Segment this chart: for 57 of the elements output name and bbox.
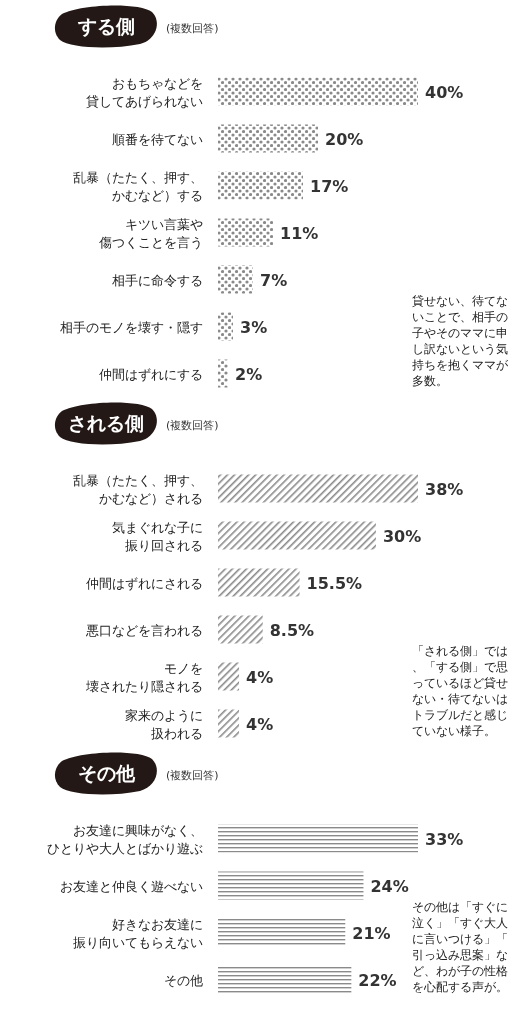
y-tick-label: キツい言葉や傷つくことを言う (98, 216, 203, 250)
y-tick-label: 乱暴（たたく、押す、かむなど）される (73, 472, 203, 506)
bar (218, 871, 364, 900)
data-label: 4% (246, 714, 274, 734)
y-tick-label: 気まぐれな子に振り回される (112, 519, 203, 553)
chart-title: される側 (68, 412, 144, 434)
bar (218, 171, 303, 200)
bar (218, 615, 263, 644)
data-label: 20% (325, 129, 364, 149)
data-label: 30% (382, 526, 422, 546)
bar (218, 521, 376, 550)
y-tick-label: お友達と仲良く遊べない (60, 878, 203, 894)
chart-subtitle: (複数回答) (166, 769, 219, 782)
bar (218, 265, 253, 294)
y-tick-label: モノを壊されたり隠される (85, 660, 203, 694)
y-tick-label: おもちゃなどを貸してあげられない (86, 75, 203, 109)
data-label: 24% (370, 876, 409, 896)
y-tick-label: 順番を待てない (112, 131, 203, 147)
data-label: 2% (235, 364, 263, 384)
bar (218, 312, 233, 341)
data-label: 21% (352, 923, 391, 943)
bar (218, 568, 300, 597)
bar (218, 124, 318, 153)
data-label: 17% (310, 176, 349, 196)
data-label: 4% (246, 667, 274, 687)
y-tick-label: 仲間はずれにされる (86, 575, 203, 591)
data-label: 38% (425, 479, 464, 499)
data-label: 11% (280, 223, 319, 243)
y-tick-label: 相手のモノを壊す・隠す (60, 319, 203, 335)
data-label: 33% (425, 829, 464, 849)
y-tick-label: 家来のように扱われる (125, 707, 203, 741)
bar (218, 77, 418, 106)
bar (218, 474, 418, 503)
bar (218, 709, 240, 738)
bar (218, 824, 418, 853)
y-tick-label: 仲間はずれにする (99, 366, 203, 382)
y-tick-label: その他 (164, 972, 203, 988)
data-label: 3% (240, 317, 268, 337)
annotation: 貸せない、待てないことで、相手の子やそのママに申し訳ないという気持ちを抱くママが多数。 (412, 294, 509, 388)
data-label: 8.5% (269, 620, 315, 640)
y-tick-label: 好きなお友達に振り向いてもらえない (73, 916, 203, 950)
bar (218, 359, 228, 388)
data-label: 7% (260, 270, 288, 290)
chart-title: する側 (76, 15, 135, 37)
chart-subtitle: (複数回答) (166, 22, 219, 35)
data-label: 22% (358, 970, 397, 990)
annotation: その他は「すぐに泣く」「すぐ大人に言いつける」「引っ込み思案」など、わが子の性格を心配する声が。 (412, 900, 508, 994)
annotation: 「される側」では、「する側」で思っているほど貸せない・待てないはトラブルだと感じていない様子。 (412, 644, 508, 738)
data-label: 15.5% (306, 573, 363, 593)
bar (218, 662, 240, 691)
y-tick-label: 相手に命令する (112, 272, 203, 288)
y-tick-label: 悪口などを言われる (85, 622, 203, 638)
y-tick-label: お友達に興味がなく、ひとりや大人とばかり遊ぶ (47, 822, 203, 856)
data-label: 40% (425, 82, 464, 102)
bar (218, 218, 273, 247)
y-tick-label: 乱暴（たたく、押す、かむなど）する (73, 169, 203, 203)
chart-subtitle: (複数回答) (166, 419, 219, 432)
